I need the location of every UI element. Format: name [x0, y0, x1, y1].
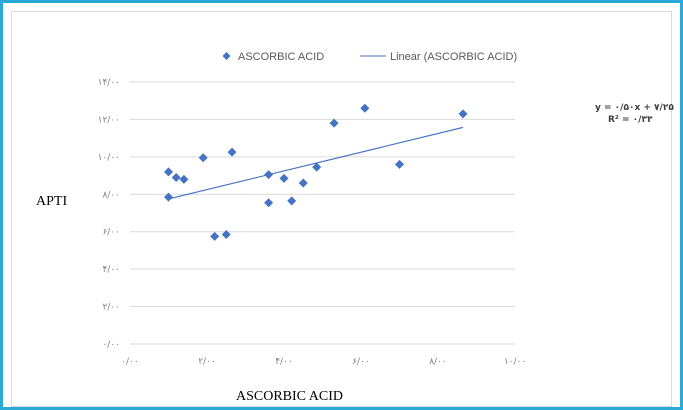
legend-scatter-label: ASCORBIC ACID: [238, 51, 324, 63]
data-point: [360, 103, 370, 113]
y-tick-label: ۰/۰۰: [102, 340, 120, 350]
y-tick-label: ۱۴/۰۰: [98, 78, 120, 88]
x-tick-label: ۱۰/۰۰: [504, 357, 526, 367]
data-point: [210, 231, 220, 241]
y-axis-title: APTI: [36, 194, 67, 209]
data-point: [298, 178, 308, 188]
data-point: [458, 109, 468, 119]
data-point: [198, 153, 208, 163]
data-point: [329, 118, 339, 128]
data-points: [164, 103, 468, 241]
data-point: [164, 167, 173, 177]
y-tick-label: ۸/۰۰: [102, 190, 120, 200]
legend-trendline-label: Linear (ASCORBIC ACID): [390, 51, 517, 63]
x-axis-ticks: ۰/۰۰ ۲/۰۰ ۴/۰۰ ۶/۰۰ ۸/۰۰ ۱۰/۰۰: [121, 357, 526, 367]
gridlines: [130, 81, 515, 345]
data-point: [264, 170, 274, 180]
data-point: [221, 230, 231, 240]
x-tick-label: ۶/۰۰: [352, 357, 370, 367]
data-point: [395, 159, 404, 169]
data-point: [164, 192, 173, 202]
y-tick-label: ۱۲/۰۰: [98, 115, 120, 125]
y-tick-label: ۴/۰۰: [102, 265, 120, 275]
y-tick-label: ۲/۰۰: [102, 303, 120, 313]
data-point: [264, 198, 274, 208]
y-axis-ticks: ۰/۰۰ ۲/۰۰ ۴/۰۰ ۶/۰۰ ۸/۰۰ ۱۰/۰۰ ۱۲/۰۰ ۱۴/۰۰: [98, 78, 120, 350]
x-tick-label: ۴/۰۰: [275, 357, 293, 367]
x-tick-label: ۰/۰۰: [121, 357, 139, 367]
legend: ASCORBIC ACID Linear (ASCORBIC ACID): [222, 51, 517, 63]
legend-diamond-marker: [222, 52, 231, 60]
data-point: [312, 162, 322, 172]
data-point: [287, 196, 297, 206]
trendline: [168, 126, 464, 200]
y-tick-label: ۶/۰۰: [102, 228, 120, 238]
equation-text: y = ۰/۵۰x + ۷/۲۵: [595, 103, 674, 113]
data-point: [171, 172, 181, 182]
trendline-line: [168, 126, 464, 200]
r-squared-text: R² = ۰/۳۳: [608, 115, 653, 125]
trendline-equation: y = ۰/۵۰x + ۷/۲۵ R² = ۰/۳۳: [595, 103, 674, 125]
data-point: [179, 174, 189, 184]
data-point: [279, 173, 289, 183]
x-tick-label: ۸/۰۰: [429, 357, 447, 367]
x-tick-label: ۲/۰۰: [198, 357, 216, 367]
chart-area: [11, 11, 672, 407]
y-tick-label: ۱۰/۰۰: [98, 153, 120, 163]
data-point: [227, 147, 237, 157]
x-axis-title: ASCORBIC ACID: [236, 389, 343, 404]
